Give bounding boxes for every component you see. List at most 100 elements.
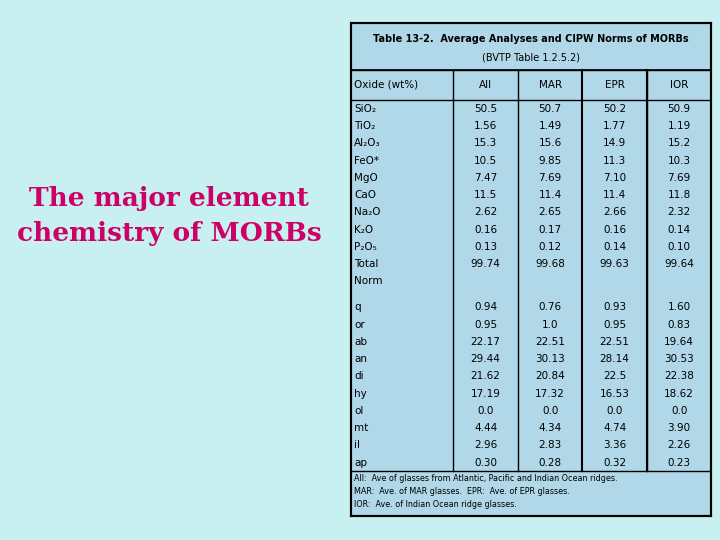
Text: 10.3: 10.3 — [667, 156, 690, 166]
Text: IOR: IOR — [670, 80, 688, 90]
Text: 99.63: 99.63 — [600, 259, 629, 269]
Text: 0.0: 0.0 — [477, 406, 494, 416]
Text: 0.16: 0.16 — [474, 225, 498, 234]
Text: 2.66: 2.66 — [603, 207, 626, 217]
Text: K₂O: K₂O — [354, 225, 374, 234]
Text: 7.47: 7.47 — [474, 173, 498, 183]
Text: All:  Ave of glasses from Atlantic, Pacific and Indian Ocean ridges.: All: Ave of glasses from Atlantic, Pacif… — [354, 475, 618, 483]
Text: 0.93: 0.93 — [603, 302, 626, 312]
Text: Table 13-2.  Average Analyses and CIPW Norms of MORBs: Table 13-2. Average Analyses and CIPW No… — [373, 34, 689, 44]
Text: 9.85: 9.85 — [539, 156, 562, 166]
Text: 0.32: 0.32 — [603, 458, 626, 468]
Text: 4.34: 4.34 — [539, 423, 562, 433]
Text: 2.83: 2.83 — [539, 441, 562, 450]
Text: 99.68: 99.68 — [535, 259, 565, 269]
Text: an: an — [354, 354, 367, 364]
Text: 0.14: 0.14 — [667, 225, 690, 234]
Text: 14.9: 14.9 — [603, 138, 626, 149]
Text: 0.16: 0.16 — [603, 225, 626, 234]
Text: MgO: MgO — [354, 173, 378, 183]
Text: 3.36: 3.36 — [603, 441, 626, 450]
Text: q: q — [354, 302, 361, 312]
Text: MAR:  Ave. of MAR glasses.  EPR:  Ave. of EPR glasses.: MAR: Ave. of MAR glasses. EPR: Ave. of E… — [354, 487, 570, 496]
Text: 1.0: 1.0 — [542, 320, 559, 329]
Text: il: il — [354, 441, 360, 450]
Text: 7.69: 7.69 — [539, 173, 562, 183]
Text: 0.12: 0.12 — [539, 242, 562, 252]
Text: 0.76: 0.76 — [539, 302, 562, 312]
Text: 29.44: 29.44 — [471, 354, 500, 364]
Text: 19.64: 19.64 — [664, 337, 694, 347]
Text: All: All — [479, 80, 492, 90]
Text: IOR:  Ave. of Indian Ocean ridge glasses.: IOR: Ave. of Indian Ocean ridge glasses. — [354, 500, 517, 509]
Text: 0.13: 0.13 — [474, 242, 498, 252]
Text: 10.5: 10.5 — [474, 156, 498, 166]
Text: 1.56: 1.56 — [474, 121, 498, 131]
Text: 1.60: 1.60 — [667, 302, 690, 312]
Text: 20.84: 20.84 — [535, 372, 565, 381]
Text: 4.74: 4.74 — [603, 423, 626, 433]
Text: or: or — [354, 320, 365, 329]
Text: hy: hy — [354, 389, 367, 399]
Text: 0.95: 0.95 — [603, 320, 626, 329]
Text: FeO*: FeO* — [354, 156, 379, 166]
Text: 50.9: 50.9 — [667, 104, 690, 114]
Text: EPR: EPR — [605, 80, 624, 90]
Text: 22.38: 22.38 — [664, 372, 694, 381]
Text: 17.32: 17.32 — [535, 389, 565, 399]
Text: 0.14: 0.14 — [603, 242, 626, 252]
Text: 21.62: 21.62 — [471, 372, 500, 381]
Text: ap: ap — [354, 458, 367, 468]
Text: Norm: Norm — [354, 276, 383, 286]
Text: 0.94: 0.94 — [474, 302, 498, 312]
Text: 11.4: 11.4 — [539, 190, 562, 200]
Text: (BVTP Table 1.2.5.2): (BVTP Table 1.2.5.2) — [482, 53, 580, 63]
Text: 11.5: 11.5 — [474, 190, 498, 200]
Text: 1.77: 1.77 — [603, 121, 626, 131]
Text: 15.3: 15.3 — [474, 138, 498, 149]
Text: 18.62: 18.62 — [664, 389, 694, 399]
Text: 0.17: 0.17 — [539, 225, 562, 234]
Text: Total: Total — [354, 259, 379, 269]
Text: 11.4: 11.4 — [603, 190, 626, 200]
Text: mt: mt — [354, 423, 369, 433]
Text: 0.0: 0.0 — [542, 406, 558, 416]
Text: 2.32: 2.32 — [667, 207, 690, 217]
Text: di: di — [354, 372, 364, 381]
Text: P₂O₅: P₂O₅ — [354, 242, 377, 252]
Text: Al₂O₃: Al₂O₃ — [354, 138, 381, 149]
Text: 2.96: 2.96 — [474, 441, 498, 450]
Text: MAR: MAR — [539, 80, 562, 90]
Text: 1.49: 1.49 — [539, 121, 562, 131]
Text: TiO₂: TiO₂ — [354, 121, 376, 131]
Text: 16.53: 16.53 — [600, 389, 629, 399]
Text: 1.19: 1.19 — [667, 121, 690, 131]
Text: 11.8: 11.8 — [667, 190, 690, 200]
Text: 0.83: 0.83 — [667, 320, 690, 329]
Text: 2.26: 2.26 — [667, 441, 690, 450]
Text: 0.0: 0.0 — [671, 406, 688, 416]
Text: 0.28: 0.28 — [539, 458, 562, 468]
Text: 0.23: 0.23 — [667, 458, 690, 468]
Text: 3.90: 3.90 — [667, 423, 690, 433]
Text: 50.7: 50.7 — [539, 104, 562, 114]
Text: 30.13: 30.13 — [535, 354, 565, 364]
Text: 2.62: 2.62 — [474, 207, 498, 217]
Text: 30.53: 30.53 — [665, 354, 694, 364]
Text: 0.95: 0.95 — [474, 320, 498, 329]
Text: 22.5: 22.5 — [603, 372, 626, 381]
Text: 7.10: 7.10 — [603, 173, 626, 183]
Text: 22.17: 22.17 — [471, 337, 500, 347]
Text: 15.6: 15.6 — [539, 138, 562, 149]
Text: 4.44: 4.44 — [474, 423, 498, 433]
Text: 22.51: 22.51 — [535, 337, 565, 347]
Text: 11.3: 11.3 — [603, 156, 626, 166]
Text: The major element
chemistry of MORBs: The major element chemistry of MORBs — [17, 186, 322, 246]
Text: ab: ab — [354, 337, 367, 347]
Text: 28.14: 28.14 — [600, 354, 629, 364]
Text: 50.5: 50.5 — [474, 104, 498, 114]
Text: 17.19: 17.19 — [471, 389, 500, 399]
Text: 2.65: 2.65 — [539, 207, 562, 217]
Text: Oxide (wt%): Oxide (wt%) — [354, 80, 418, 90]
Text: 7.69: 7.69 — [667, 173, 690, 183]
